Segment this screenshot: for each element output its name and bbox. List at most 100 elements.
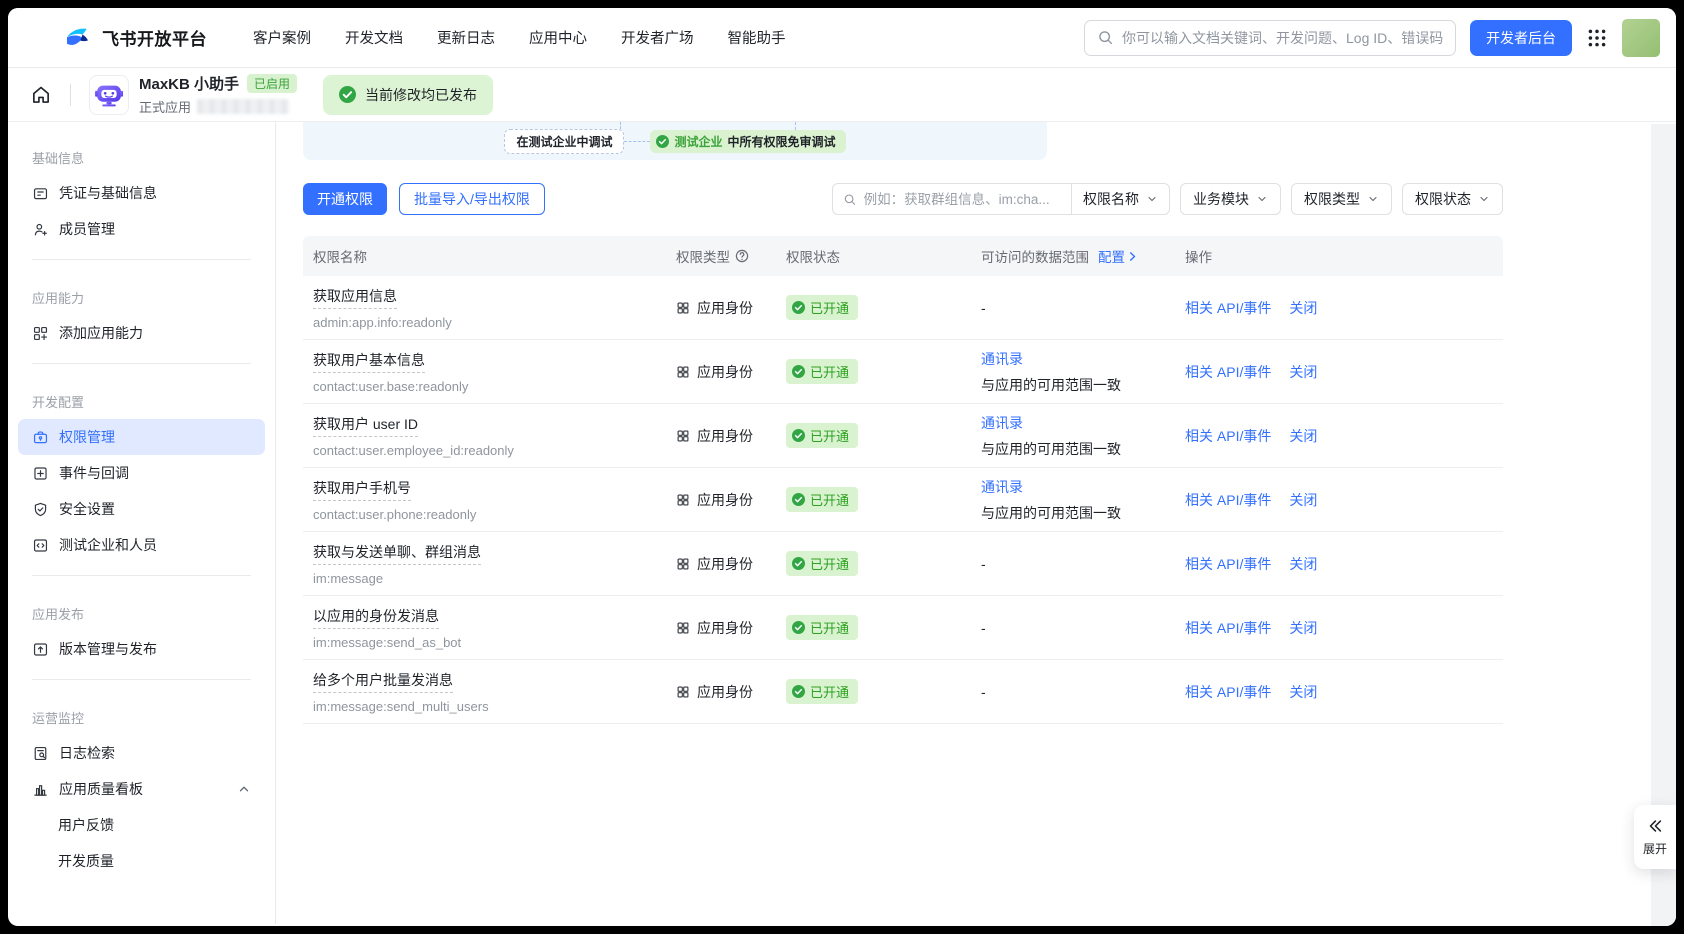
close-permission-link[interactable]: 关闭	[1289, 427, 1318, 444]
app-robot-icon	[89, 74, 129, 115]
close-permission-link[interactable]: 关闭	[1289, 619, 1318, 636]
permission-toolbar: 开通权限 批量导入/导出权限 权限名称	[303, 183, 1503, 215]
related-api-events-link[interactable]: 相关 API/事件	[1185, 619, 1272, 636]
related-api-events-link[interactable]: 相关 API/事件	[1185, 427, 1272, 444]
brand-name: 飞书开放平台	[102, 30, 207, 49]
sidebar-item-members[interactable]: 成员管理	[18, 211, 265, 247]
pill-connector-line	[624, 140, 651, 142]
batch-import-export-button[interactable]: 批量导入/导出权限	[399, 183, 545, 215]
filter-permission-type[interactable]: 权限类型	[1291, 183, 1392, 215]
check-circle-icon	[792, 365, 805, 378]
check-circle-icon	[339, 86, 357, 103]
scope-description: -	[981, 683, 986, 700]
sidebar-item-permissions[interactable]: 权限管理	[18, 419, 265, 455]
home-icon[interactable]	[30, 84, 52, 106]
close-permission-link[interactable]: 关闭	[1289, 299, 1318, 316]
related-api-events-link[interactable]: 相关 API/事件	[1185, 363, 1272, 380]
expand-label: 展开	[1642, 842, 1667, 856]
status-badge: 已开通	[786, 295, 859, 320]
row-actions-cell: 相关 API/事件 关闭	[1185, 490, 1503, 510]
scope-contacts-link[interactable]: 通讯录	[981, 414, 1023, 431]
close-permission-link[interactable]: 关闭	[1289, 363, 1318, 380]
permission-status-cell: 已开通	[786, 551, 981, 576]
user-avatar[interactable]	[1622, 18, 1660, 57]
publish-status-text: 当前修改均已发布	[365, 86, 478, 103]
sidebar-item-events[interactable]: 事件与回调	[18, 455, 265, 491]
permission-name[interactable]: 获取用户 user ID	[313, 414, 419, 437]
apps-grid-icon[interactable]	[1586, 27, 1608, 49]
status-text: 已开通	[810, 429, 850, 444]
scope-config-link[interactable]: 配置	[1098, 246, 1138, 266]
developer-console-button[interactable]: 开发者后台	[1470, 19, 1572, 56]
search-field-select[interactable]: 权限名称	[1071, 184, 1169, 214]
sidebar-item-credentials[interactable]: 凭证与基础信息	[18, 175, 265, 211]
scope-contacts-link[interactable]: 通讯录	[981, 478, 1023, 495]
permission-name[interactable]: 获取应用信息	[313, 286, 397, 309]
sidebar-item-security[interactable]: 安全设置	[18, 491, 265, 527]
permission-type: 应用身份	[697, 619, 753, 636]
help-circle-icon[interactable]	[735, 249, 749, 263]
check-circle-icon	[792, 301, 805, 314]
status-badge: 已开通	[786, 615, 859, 640]
filter-business-module[interactable]: 业务模块	[1180, 183, 1281, 215]
related-api-events-link[interactable]: 相关 API/事件	[1185, 299, 1272, 316]
sidebar-item-logs[interactable]: 日志检索	[18, 735, 265, 771]
filter-permission-status[interactable]: 权限状态	[1402, 183, 1503, 215]
sidebar-item-user-feedback[interactable]: 用户反馈	[18, 807, 265, 843]
current-app-chip[interactable]: MaxKB 小助手 已启用 正式应用	[89, 73, 298, 116]
filter-label: 权限状态	[1415, 191, 1471, 207]
right-collapsed-rail	[1651, 124, 1676, 926]
check-circle-icon	[792, 621, 805, 634]
close-permission-link[interactable]: 关闭	[1289, 555, 1318, 572]
chevron-up-icon[interactable]	[237, 782, 251, 796]
nav-link-docs[interactable]: 开发文档	[345, 31, 403, 47]
sidebar-item-label: 版本管理与发布	[59, 641, 157, 657]
sidebar-item-add-capability[interactable]: 添加应用能力	[18, 315, 265, 351]
sidebar-item-test-org[interactable]: 测试企业和人员	[18, 527, 265, 563]
expand-panel-button[interactable]: 展开	[1634, 805, 1676, 869]
status-text: 已开通	[810, 301, 850, 316]
search-field-value: 权限名称	[1083, 191, 1139, 207]
permission-name[interactable]: 获取与发送单聊、群组消息	[313, 542, 481, 565]
upload-square-icon	[33, 642, 48, 656]
close-permission-link[interactable]: 关闭	[1289, 491, 1318, 508]
permission-name[interactable]: 获取用户基本信息	[313, 350, 425, 373]
permission-name[interactable]: 获取用户手机号	[313, 478, 411, 501]
shield-check-icon	[34, 502, 47, 516]
status-text: 已开通	[810, 365, 850, 380]
nav-link-dev-plaza[interactable]: 开发者广场	[621, 31, 694, 47]
related-api-events-link[interactable]: 相关 API/事件	[1185, 491, 1272, 508]
nav-link-app-center[interactable]: 应用中心	[529, 31, 587, 47]
permission-type-cell: 应用身份	[676, 682, 786, 702]
table-row: 获取用户 user ID contact:user.employee_id:re…	[303, 404, 1503, 468]
nav-link-cases[interactable]: 客户案例	[253, 31, 311, 47]
app-identity-icon	[677, 430, 689, 441]
scope-contacts-link[interactable]: 通讯录	[981, 350, 1023, 367]
related-api-events-link[interactable]: 相关 API/事件	[1185, 683, 1272, 700]
sidebar: 基础信息 凭证与基础信息 成员管理 应用能力 添加应用能力	[8, 122, 276, 924]
app-id-redacted	[197, 99, 290, 114]
related-api-events-link[interactable]: 相关 API/事件	[1185, 555, 1272, 572]
test-org-link[interactable]: 测试企业	[674, 134, 723, 149]
data-scope-cell: -	[981, 556, 1185, 572]
row-actions-cell: 相关 API/事件 关闭	[1185, 298, 1503, 318]
sidebar-item-dev-quality[interactable]: 开发质量	[18, 843, 265, 879]
permission-name[interactable]: 以应用的身份发消息	[313, 606, 439, 629]
app-name: MaxKB 小助手	[139, 76, 240, 93]
permission-status-cell: 已开通	[786, 679, 981, 704]
nav-link-changelog[interactable]: 更新日志	[437, 31, 495, 47]
publish-status-pill: 当前修改均已发布	[323, 74, 494, 115]
data-scope-cell: 通讯录 与应用的可用范围一致	[981, 349, 1185, 395]
close-permission-link[interactable]: 关闭	[1289, 683, 1318, 700]
feishu-brand[interactable]: 飞书开放平台	[64, 24, 207, 52]
status-badge: 已开通	[786, 359, 859, 384]
nav-link-ai-assistant[interactable]: 智能助手	[727, 31, 786, 47]
sidebar-item-quality-board[interactable]: 应用质量看板	[18, 771, 265, 807]
global-search-input[interactable]	[1122, 29, 1443, 46]
open-permission-button[interactable]: 开通权限	[303, 183, 387, 215]
global-search-box[interactable]	[1084, 19, 1456, 56]
permission-name[interactable]: 给多个用户批量发消息	[313, 670, 453, 693]
permission-search-input[interactable]	[863, 191, 1061, 207]
permission-search-box[interactable]	[833, 184, 1071, 214]
sidebar-item-version[interactable]: 版本管理与发布	[18, 631, 265, 667]
